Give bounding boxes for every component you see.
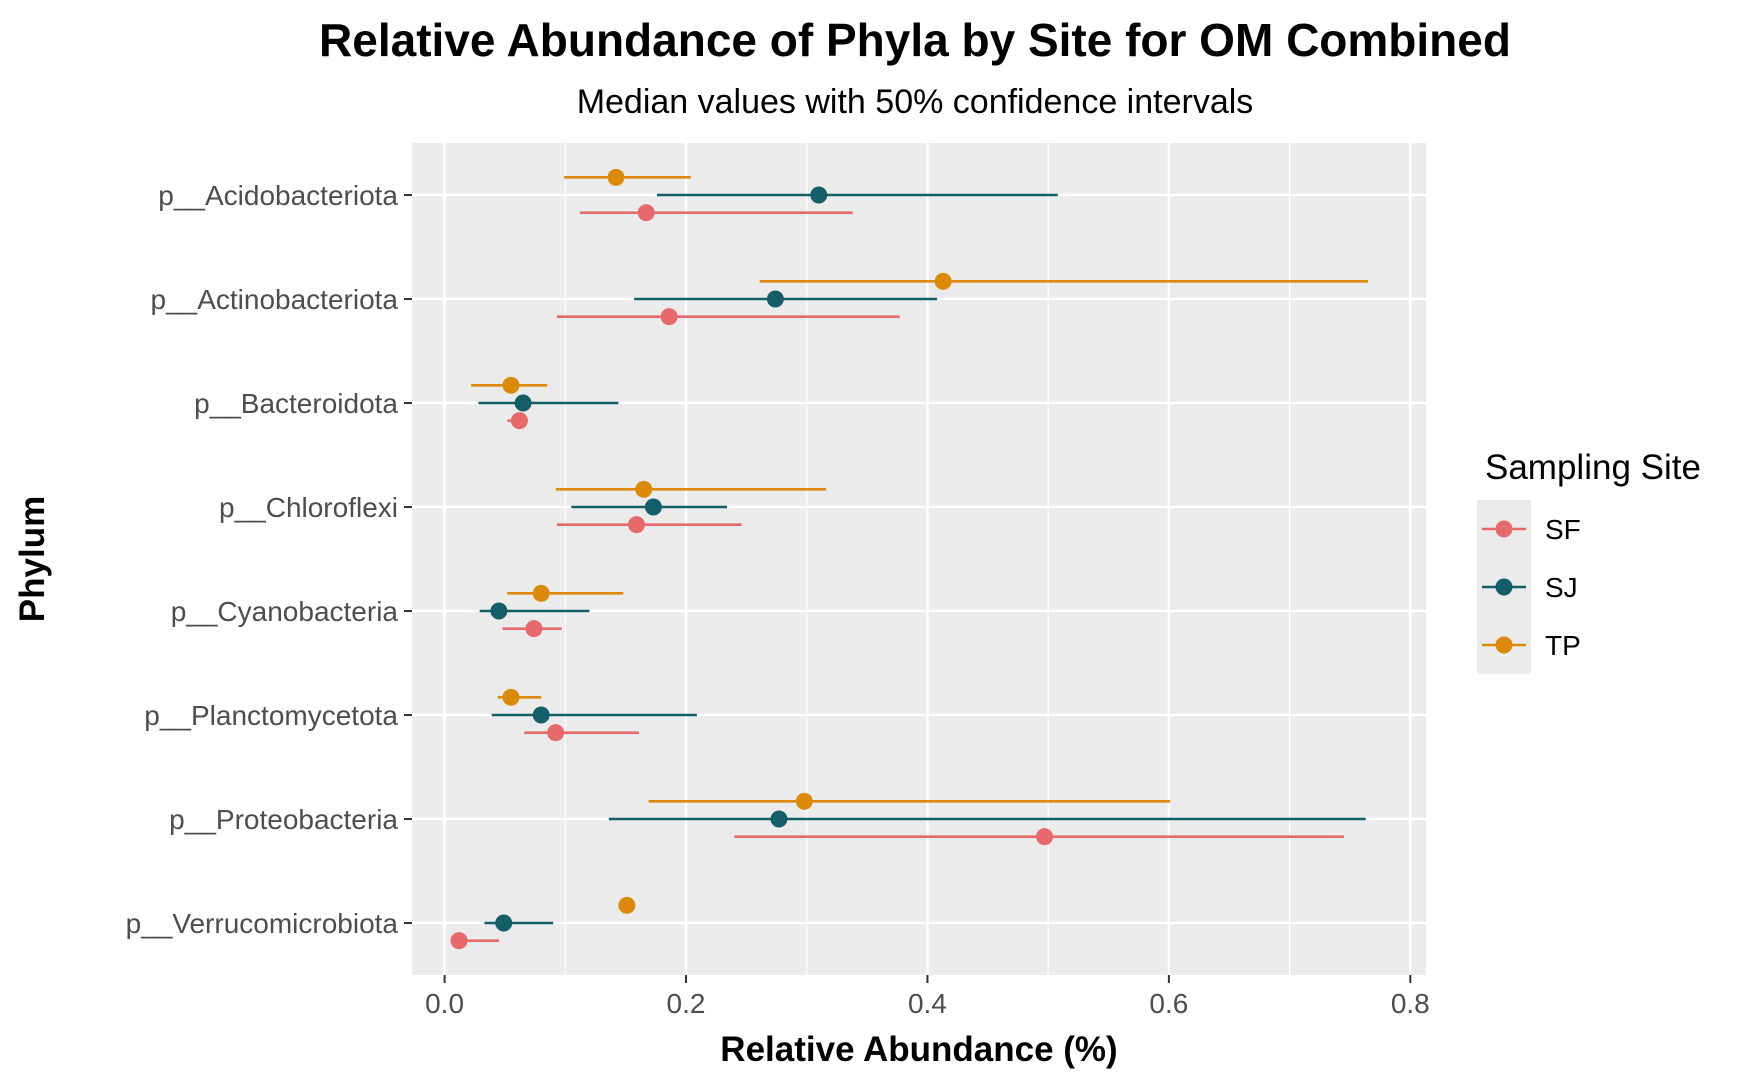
data-point [660, 308, 678, 326]
y-tick-label: p__Planctomycetota [144, 700, 398, 731]
legend-label: SF [1545, 514, 1581, 545]
data-point [795, 792, 813, 810]
series-tp [471, 168, 1369, 914]
y-tick-label: p__Actinobacteriota [150, 284, 398, 315]
x-tick-label: 0.6 [1149, 988, 1188, 1019]
x-axis-title: Relative Abundance (%) [720, 1030, 1117, 1069]
legend-label: SJ [1545, 572, 1578, 603]
y-tick-label: p__Cyanobacteria [171, 596, 399, 627]
y-axis-title: Phylum [13, 496, 52, 622]
x-tick-label: 0.0 [425, 988, 464, 1019]
data-point [510, 412, 528, 430]
legend: Sampling Site SF SJ TP [1477, 448, 1701, 674]
legend-key-point [1495, 636, 1513, 654]
x-tick-label: 0.8 [1391, 988, 1430, 1019]
x-axis: 0.0 0.2 0.4 0.6 0.8 [425, 975, 1430, 1019]
legend-label: TP [1545, 630, 1581, 661]
legend-key-point [1495, 520, 1513, 538]
data-point [495, 914, 513, 932]
series-layer [450, 168, 1369, 950]
chart-subtitle: Median values with 50% confidence interv… [577, 83, 1254, 121]
data-point [532, 584, 550, 602]
data-point [525, 620, 543, 638]
data-point [490, 602, 508, 620]
data-point [1036, 828, 1054, 846]
legend-key-point [1495, 578, 1513, 596]
y-tick-label: p__Acidobacteriota [158, 180, 398, 211]
plot-panel [412, 143, 1426, 975]
data-point [635, 480, 653, 498]
data-point [532, 706, 550, 724]
data-point [934, 272, 952, 290]
data-point [502, 376, 520, 394]
data-point [547, 724, 565, 742]
data-point [766, 290, 784, 308]
x-tick-label: 0.2 [667, 988, 706, 1019]
data-point [770, 810, 788, 828]
data-point [628, 516, 646, 534]
data-point [810, 186, 828, 204]
legend-title: Sampling Site [1485, 448, 1701, 487]
data-point [450, 932, 468, 950]
data-point [618, 896, 636, 914]
y-tick-label: p__Verrucomicrobiota [126, 908, 399, 939]
data-point [637, 204, 655, 222]
data-point [644, 498, 662, 516]
x-tick-label: 0.4 [908, 988, 947, 1019]
y-tick-label: p__Proteobacteria [169, 804, 398, 835]
data-point [607, 168, 625, 186]
series-sf [450, 204, 1344, 950]
y-tick-label: p__Bacteroidota [194, 388, 398, 419]
chart-title: Relative Abundance of Phyla by Site for … [319, 14, 1511, 66]
y-tick-label: p__Chloroflexi [219, 492, 398, 523]
y-axis: p__Verrucomicrobiota p__Proteobacteria p__… [126, 180, 412, 939]
series-sj [478, 186, 1366, 932]
data-point [514, 394, 532, 412]
data-point [502, 688, 520, 706]
